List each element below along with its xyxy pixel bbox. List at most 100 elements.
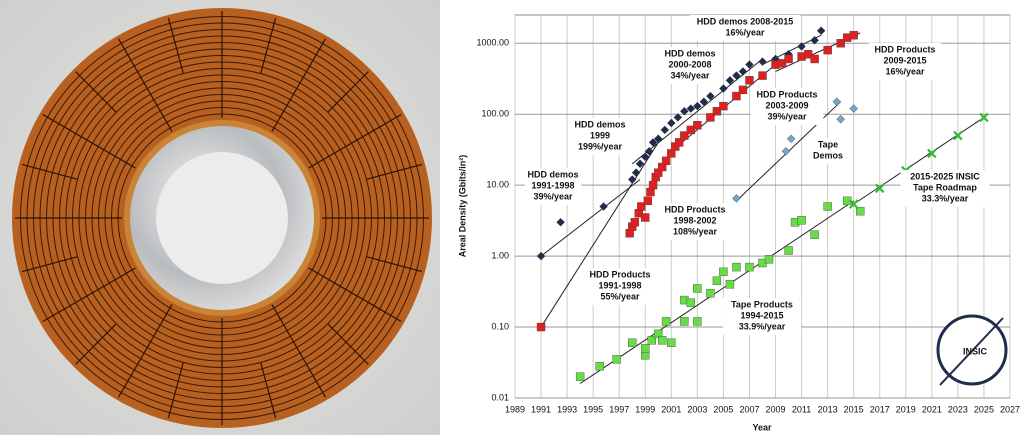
annotation: 2003-2009: [765, 100, 808, 110]
square-marker: [712, 107, 722, 116]
square-marker: [764, 255, 774, 264]
diamond-marker: [781, 147, 791, 156]
annotation: HDD Products: [664, 204, 725, 214]
diamond-marker: [627, 175, 637, 184]
diamond-marker: [536, 251, 546, 261]
annotation: 55%/year: [600, 291, 640, 301]
square-marker: [784, 246, 793, 255]
annotation-box: [524, 168, 582, 205]
annotation-box: [571, 118, 629, 155]
square-marker: [575, 372, 585, 381]
x-marker: [848, 199, 859, 209]
annotation: 16%/year: [885, 66, 925, 76]
annotation: 1991-1998: [531, 180, 574, 190]
square-marker: [745, 76, 754, 85]
y-axis-label: Areal Density (Gbits/in²): [457, 155, 467, 258]
annotation: HDD Products: [756, 89, 817, 99]
square-marker: [595, 362, 604, 371]
sector-line: [366, 163, 423, 180]
annotation-box: [583, 268, 657, 305]
diamond-marker: [654, 134, 663, 144]
x-tick-label: 2013: [818, 404, 838, 414]
square-marker: [628, 338, 637, 347]
sector-line: [42, 113, 136, 169]
x-tick-label: 1995: [583, 404, 603, 414]
square-marker: [693, 120, 702, 130]
annotation: 108%/year: [673, 226, 718, 236]
diamond-marker: [797, 42, 806, 51]
x-axis-label: Year: [752, 422, 772, 432]
annotation-box: [750, 88, 824, 125]
trend-line: [853, 117, 985, 205]
square-marker: [823, 45, 832, 55]
square-marker: [810, 230, 819, 239]
annotation: 1998-2002: [673, 215, 716, 225]
annotation-box: [900, 170, 990, 207]
square-marker: [686, 298, 696, 307]
square-marker: [680, 317, 689, 326]
x-tick-label: 1991: [531, 404, 551, 414]
x-tick-label: 1999: [635, 404, 655, 414]
annotation: Demos: [813, 150, 843, 160]
sector-line: [308, 113, 402, 169]
sector-line: [21, 256, 78, 273]
x-tick-label: 2003: [687, 404, 707, 414]
diamond-marker: [786, 134, 796, 144]
diamond-marker: [816, 26, 826, 36]
square-marker: [732, 91, 741, 101]
diamond-marker: [725, 76, 735, 85]
sector-line: [260, 362, 277, 419]
sector-line: [366, 256, 423, 273]
diamond-marker: [836, 114, 845, 124]
diamond-marker: [648, 138, 658, 147]
square-marker: [637, 202, 646, 211]
square-marker: [536, 322, 546, 332]
annotation: HDD demos: [574, 119, 625, 129]
square-marker: [647, 336, 656, 345]
x-tick-label: 2015: [844, 404, 864, 414]
square-marker: [630, 218, 640, 227]
diamond-marker: [631, 168, 641, 177]
diamond-marker: [745, 60, 754, 69]
square-marker: [693, 317, 702, 326]
annotation: HDD demos: [527, 169, 578, 179]
x-tick-label: 2017: [870, 404, 890, 414]
annotation-box: [689, 15, 801, 41]
y-tick-label: 0.01: [491, 392, 509, 402]
y-tick-label: 1.00: [491, 250, 509, 260]
x-tick-label: 2025: [974, 404, 994, 414]
square-marker: [732, 262, 741, 272]
square-marker: [803, 50, 813, 59]
square-marker: [725, 280, 735, 289]
logo-slash: [939, 317, 1004, 386]
sector-line: [117, 304, 173, 398]
diamond-marker: [635, 159, 645, 169]
annotation: 33.9%/year: [739, 321, 786, 331]
sector-line: [327, 323, 369, 365]
square-marker: [706, 113, 715, 122]
sector-line: [327, 71, 369, 113]
square-marker: [693, 284, 702, 293]
x-marker: [979, 112, 989, 123]
annotation: HDD Products: [874, 44, 935, 54]
y-tick-label: 0.10: [491, 321, 509, 331]
square-marker: [712, 276, 722, 285]
y-tick-label: 1000.00: [476, 38, 509, 48]
sector-line: [75, 71, 117, 113]
square-marker: [661, 317, 671, 326]
annotation: Tape Products: [731, 299, 793, 309]
sector-line: [167, 362, 184, 419]
annotation-box: [658, 203, 732, 240]
diamond-marker: [680, 106, 689, 116]
sector-line: [308, 267, 402, 323]
trend-line: [540, 179, 641, 257]
square-marker: [823, 202, 832, 211]
x-marker: [953, 130, 963, 141]
diamond-marker: [599, 202, 608, 211]
annotation: 199%/year: [578, 141, 623, 151]
diamond-marker: [832, 97, 842, 106]
x-tick-label: 2009: [766, 404, 786, 414]
square-marker: [686, 125, 696, 135]
square-marker: [706, 288, 715, 298]
